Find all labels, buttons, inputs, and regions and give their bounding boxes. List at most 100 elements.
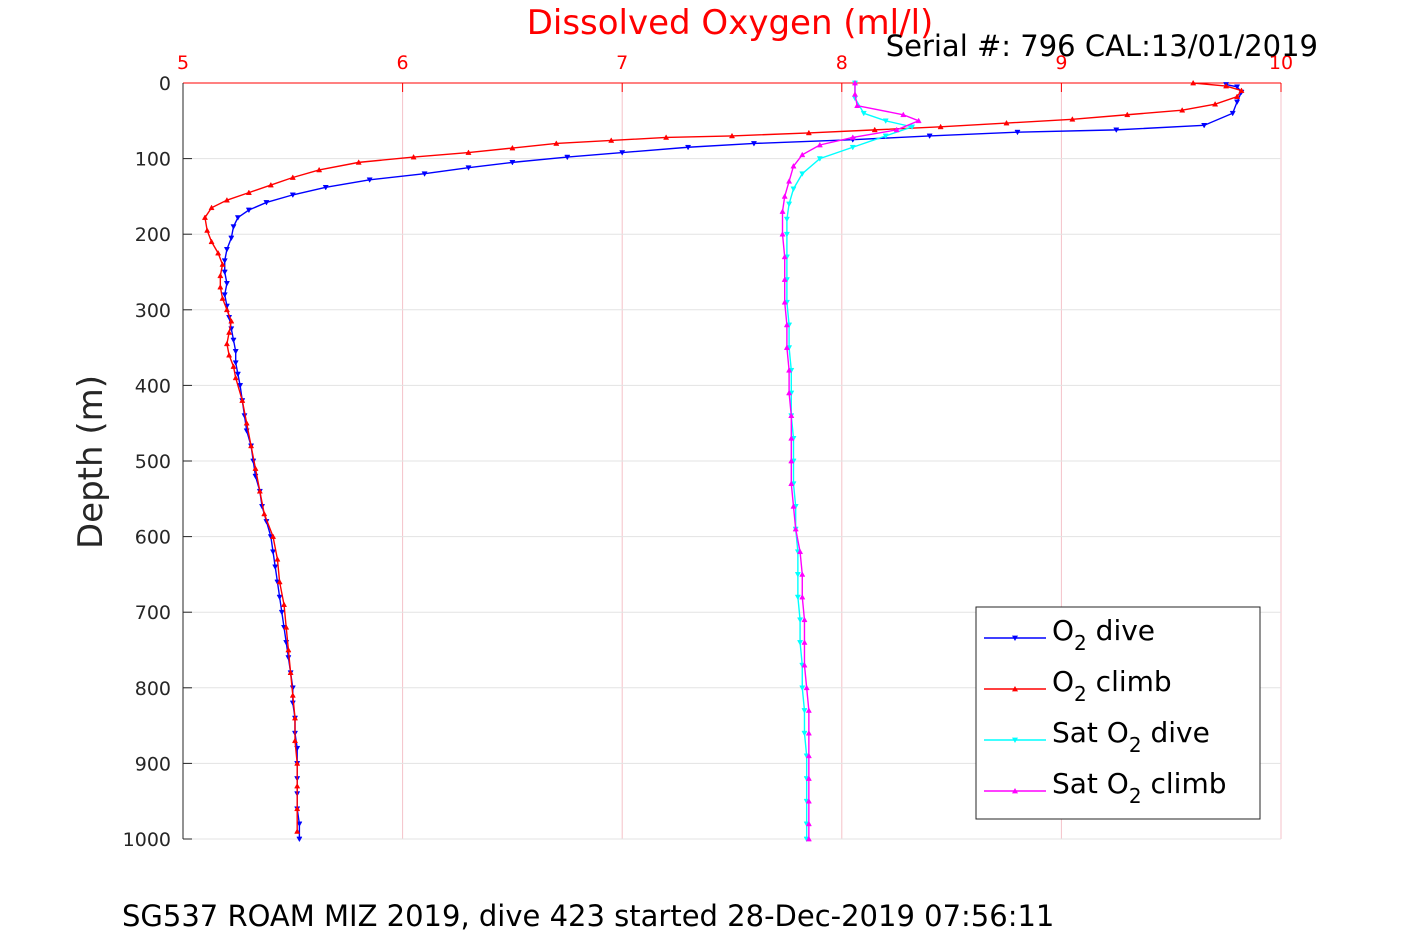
data-point xyxy=(248,442,255,449)
data-point xyxy=(786,178,793,184)
data-point xyxy=(366,177,373,183)
data-point xyxy=(801,708,808,714)
data-point xyxy=(779,231,786,237)
data-point xyxy=(245,189,252,195)
data-point xyxy=(1190,79,1197,86)
data-point xyxy=(799,151,806,158)
data-point xyxy=(223,246,230,253)
data-point xyxy=(781,299,788,305)
data-point xyxy=(223,306,230,313)
data-point xyxy=(909,124,916,130)
x-tick-label: 6 xyxy=(397,52,409,74)
data-point xyxy=(223,281,230,287)
data-point xyxy=(849,134,856,140)
legend-item: O2 climb xyxy=(984,665,1172,706)
data-point xyxy=(217,284,224,290)
data-point xyxy=(685,144,692,151)
data-point xyxy=(781,276,788,282)
data-point xyxy=(232,374,239,381)
legend-swatch-marker xyxy=(1012,788,1018,794)
data-point xyxy=(1229,110,1236,117)
data-point xyxy=(805,730,812,736)
data-point xyxy=(786,389,793,396)
data-point xyxy=(221,258,228,264)
data-point xyxy=(801,662,808,668)
chart-subtitle: Serial #: 796 CAL:13/01/2019 xyxy=(886,29,1318,63)
data-point xyxy=(230,224,237,230)
data-point xyxy=(1014,129,1021,136)
data-point xyxy=(1234,93,1241,99)
data-point xyxy=(294,782,301,789)
data-point xyxy=(553,140,560,146)
data-point xyxy=(204,227,211,233)
data-point xyxy=(801,616,808,623)
x-tick-label: 10 xyxy=(1269,52,1293,74)
data-point xyxy=(287,669,294,676)
data-point xyxy=(799,593,806,600)
data-point xyxy=(608,137,615,143)
data-point xyxy=(882,133,889,140)
legend-item: Sat O2 climb xyxy=(984,767,1227,808)
data-point xyxy=(294,828,301,834)
legend-label: O2 climb xyxy=(1052,665,1172,706)
data-point xyxy=(410,153,417,160)
y-tick-label: 200 xyxy=(135,224,171,246)
data-point xyxy=(799,171,806,177)
data-point xyxy=(797,617,804,623)
data-point xyxy=(786,201,793,208)
data-point xyxy=(1069,116,1076,122)
data-point xyxy=(801,730,808,737)
data-point xyxy=(1201,123,1208,129)
data-point xyxy=(245,207,252,214)
y-tick-labels: 0 100 200 300 400 500 600 700 800 900 1000 xyxy=(123,73,171,851)
data-point xyxy=(783,321,790,328)
data-point xyxy=(226,329,233,335)
data-point xyxy=(232,349,239,355)
data-point xyxy=(882,118,889,124)
data-point xyxy=(228,235,235,242)
data-point xyxy=(805,775,812,781)
data-point xyxy=(851,79,859,86)
data-point xyxy=(805,820,812,827)
y-tick-label: 100 xyxy=(135,149,171,171)
data-point xyxy=(219,295,226,301)
y-tick-label: 500 xyxy=(135,451,171,473)
legend: O2 dive O2 climb Sat O2 dive Sat O2 climb xyxy=(975,606,1261,820)
data-point xyxy=(221,269,228,276)
data-point xyxy=(788,480,795,487)
data-point xyxy=(779,208,786,214)
data-point xyxy=(322,184,329,191)
y-tick-label: 700 xyxy=(135,602,171,624)
data-point xyxy=(781,193,788,199)
data-point xyxy=(289,692,296,698)
x-tick-label: 7 xyxy=(616,52,628,74)
data-point xyxy=(803,684,810,691)
data-point xyxy=(805,798,812,804)
data-point xyxy=(801,639,808,645)
data-point xyxy=(239,397,246,403)
data-point xyxy=(805,129,812,136)
data-point xyxy=(267,181,274,188)
data-point xyxy=(797,640,804,646)
series-o2-climb xyxy=(201,79,1245,834)
data-point xyxy=(217,272,224,279)
data-point xyxy=(465,165,472,171)
data-point xyxy=(1234,99,1241,106)
legend-swatch-marker xyxy=(1012,686,1018,692)
data-point xyxy=(208,204,215,211)
y-tick-label: 300 xyxy=(135,300,171,322)
data-point xyxy=(215,249,222,256)
data-point xyxy=(816,141,823,148)
data-point xyxy=(794,594,801,601)
data-point xyxy=(794,572,801,578)
y-tick-label: 0 xyxy=(159,73,171,95)
data-point xyxy=(564,154,571,161)
data-point xyxy=(805,835,812,842)
data-point xyxy=(783,216,790,223)
data-point xyxy=(237,383,244,389)
data-point xyxy=(1003,119,1010,126)
data-point xyxy=(851,91,859,97)
y-tick-label: 1000 xyxy=(123,829,171,851)
data-point xyxy=(1124,111,1131,118)
data-point xyxy=(283,624,290,630)
